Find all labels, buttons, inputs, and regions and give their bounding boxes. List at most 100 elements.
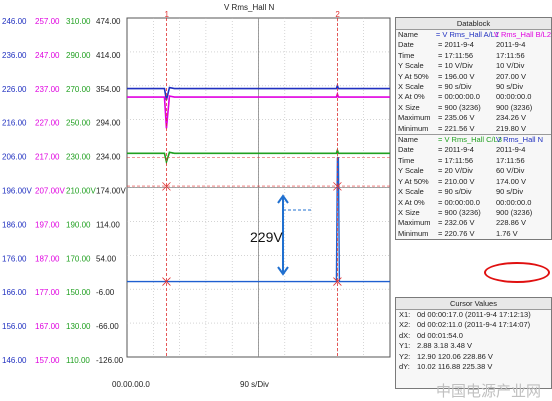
cursor-value-text: 10.02 116.88 225.38 V <box>417 362 493 372</box>
y-tick-label: 226.00 <box>2 85 27 94</box>
cursor-value-text: 12.90 120.06 228.86 V <box>417 351 493 361</box>
y-tick-label: 166.00 <box>2 288 27 297</box>
cursor-value-text: 0d 00:02:11.0 (2011-9-4 17:14:07) <box>417 320 531 330</box>
x-axis-start-label: 00.00.00.0 <box>112 380 150 389</box>
y-tick-label: -6.00 <box>96 288 115 297</box>
datablock-value-2: 219.80 V <box>496 123 527 133</box>
cursor-label: 1 <box>164 10 169 19</box>
datablock-key: Y Scale <box>398 61 424 71</box>
cursor-value-key: dX: <box>399 330 411 340</box>
arrow-head-down <box>277 266 289 276</box>
y-tick-label: 250.00 <box>66 119 91 128</box>
datablock-value-1: = 17:11:56 <box>438 50 474 60</box>
series-line <box>127 157 390 283</box>
y-tick-label: 190.00 <box>66 220 91 229</box>
cursor-marker <box>333 277 342 286</box>
datablock-value-2: 00:00:00.0 <box>496 92 532 102</box>
series-line <box>127 91 390 129</box>
y-tick-label: 207.00V <box>35 187 65 196</box>
datablock-key: Name <box>398 30 419 39</box>
cursor-value-text: 0d 00:00:17.0 (2011-9-4 17:12:13) <box>417 310 531 319</box>
datablock-key: Y At 50% <box>398 71 429 81</box>
datablock-row: Time = 17:11:56 17:11:56 <box>396 51 551 61</box>
y-tick-label: 54.00 <box>96 254 117 263</box>
datablock-value-1: = 221.56 V <box>438 123 475 133</box>
datablock-value-2: 17:11:56 <box>496 155 525 165</box>
y-tick-label: 156.00 <box>2 322 27 331</box>
arrow-head-up <box>277 194 289 204</box>
y-tick-label: 150.00 <box>66 288 91 297</box>
datablock-row: Time = 17:11:56 17:11:56 <box>396 156 551 166</box>
datablock-row: Y At 50% = 196.00 V 207.00 V <box>396 72 551 82</box>
datablock-key: Y At 50% <box>398 176 429 186</box>
cursor-value-row: dY: 10.02 116.88 225.38 V <box>396 362 551 372</box>
datablock-row: X Size = 900 (3236) 900 (3236) <box>396 208 551 218</box>
datablock-row: Minimum = 220.76 V 1.76 V <box>396 229 551 239</box>
datablock-key: Time <box>398 50 415 60</box>
y-tick-label: 310.00 <box>66 17 91 26</box>
y-tick-label: 234.00 <box>96 153 121 162</box>
datablock-row: Y At 50% = 210.00 V 174.00 V <box>396 177 551 187</box>
datablock-key: Time <box>398 155 415 165</box>
y-tick-label: 230.00 <box>66 153 91 162</box>
datablock-row: Y Scale = 20 V/Div 60 V/Div <box>396 166 551 176</box>
cursor-value-row: Y1: 2.88 3.18 3.48 V <box>396 341 551 351</box>
cursor-value-key: dY: <box>399 362 410 372</box>
y-tick-label: 196.00V <box>2 187 32 196</box>
datablock-value-1: = 2011-9-4 <box>438 40 474 50</box>
cursor-value-key: X2: <box>399 320 411 330</box>
cursor-value-key: Y2: <box>399 351 411 361</box>
datablock-value-1: = 17:11:56 <box>438 155 474 165</box>
datablock-key: Maximum <box>398 113 431 123</box>
datablock-bottom: Name = V Rms_Hall C/L3 V Rms_Hall N Date = 2… <box>396 134 551 239</box>
y-tick-label: 130.00 <box>66 322 91 331</box>
datablock-value-2: V Rms_Hall N <box>496 135 544 145</box>
voltage-annotation: 229V <box>250 229 283 245</box>
y-tick-label: 197.00 <box>35 220 60 229</box>
datablock-row: Y Scale = 10 V/Div 10 V/Div <box>396 61 551 71</box>
y-tick-label: 290.00 <box>66 51 91 60</box>
watermark: 中国电源产业网 <box>436 382 542 400</box>
y-tick-label: 176.00 <box>2 254 27 263</box>
y-tick-label: 236.00 <box>2 51 27 60</box>
datablock-key: X Size <box>398 207 420 217</box>
datablock-value-1: = 20 V/Div <box>438 166 473 176</box>
datablock-value-1: = 900 (3236) <box>438 207 481 217</box>
datablock-value-1: = 00:00:00.0 <box>438 92 480 102</box>
datablock-key: Y Scale <box>398 166 424 176</box>
datablock-row: Maximum = 232.06 V 228.86 V <box>396 218 551 228</box>
y-tick-label: 210.00V <box>66 187 96 196</box>
datablock-row: X At 0% = 00:00:00.0 00:00:00.0 <box>396 198 551 208</box>
datablock-value-2: 1.76 V <box>496 228 518 238</box>
y-tick-label: 216.00 <box>2 119 27 128</box>
cursor-values-panel: Cursor Values X1: 0d 00:00:17.0 (2011-9-4… <box>395 297 552 389</box>
cursor-value-key: Y1: <box>399 341 411 351</box>
datablock-value-1: = 196.00 V <box>438 71 475 81</box>
datablock-value-2: 10 V/Div <box>496 61 525 71</box>
cursor-value-text: 2.88 3.18 3.48 V <box>417 341 473 351</box>
datablock-value-2: 207.00 V <box>496 71 527 81</box>
datablock-row: Name = V Rms_Hall C/L3 V Rms_Hall N <box>396 135 551 145</box>
cursor-marker <box>333 182 342 191</box>
datablock-panel: Datablock Name = V Rms_Hall A/L1 V Rms_Hal… <box>395 17 552 241</box>
datablock-key: X At 0% <box>398 197 425 207</box>
datablock-value-1: = 220.76 V <box>438 228 475 238</box>
datablock-value-1: = 235.06 V <box>438 113 475 123</box>
y-tick-label: 186.00 <box>2 220 27 229</box>
datablock-key: Minimum <box>398 228 429 238</box>
y-tick-label: 246.00 <box>2 17 27 26</box>
y-tick-label: 474.00 <box>96 17 121 26</box>
datablock-value-2: 228.86 V <box>496 218 527 228</box>
cursor-value-row: X2: 0d 00:02:11.0 (2011-9-4 17:14:07) <box>396 320 551 330</box>
y-tick-label: 170.00 <box>66 254 91 263</box>
y-tick-label: 294.00 <box>96 119 121 128</box>
series-line <box>127 83 390 101</box>
datablock-value-1: = 00:00:00.0 <box>438 197 480 207</box>
datablock-key: Date <box>398 40 414 50</box>
datablock-value-2: 234.26 V <box>496 113 527 123</box>
y-tick-label: 414.00 <box>96 51 121 60</box>
datablock-top: Name = V Rms_Hall A/L1 V Rms_Hall B/L2 Date… <box>396 30 551 134</box>
y-tick-label: 167.00 <box>35 322 60 331</box>
